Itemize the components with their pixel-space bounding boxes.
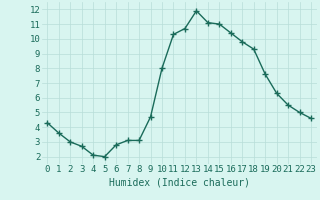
X-axis label: Humidex (Indice chaleur): Humidex (Indice chaleur) <box>109 177 250 187</box>
